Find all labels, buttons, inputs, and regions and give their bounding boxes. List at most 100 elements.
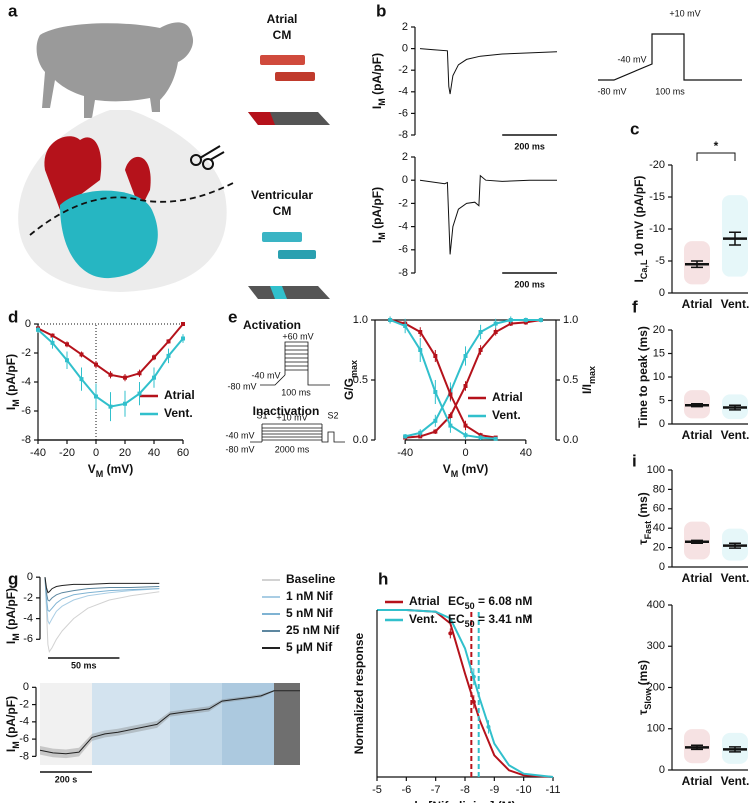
y-tick-label: -2 bbox=[398, 197, 408, 209]
data-point bbox=[166, 353, 171, 358]
data-point bbox=[388, 318, 393, 322]
data-line bbox=[44, 577, 160, 625]
data-point bbox=[123, 375, 127, 380]
axis-title-part: (pA/pF) bbox=[370, 187, 384, 232]
y-tick-label: -4 bbox=[21, 376, 31, 388]
x-tick-label: -8 bbox=[460, 784, 470, 796]
error-bar bbox=[691, 744, 703, 751]
y-tick-label: 0 bbox=[23, 681, 29, 693]
axis-title-part: (ms) bbox=[636, 492, 650, 521]
data-point bbox=[108, 404, 113, 409]
data-point bbox=[152, 375, 156, 380]
protocol-label: +10 mV bbox=[669, 8, 700, 18]
axis-title: I/Imax bbox=[580, 366, 597, 394]
x-tick-label: 20 bbox=[119, 447, 131, 459]
y-tick-label: -8 bbox=[21, 434, 31, 446]
atrium-left bbox=[44, 136, 102, 210]
data-point bbox=[508, 318, 513, 322]
axis-title-part: V bbox=[88, 462, 96, 476]
data-point bbox=[448, 423, 453, 428]
y-tick-label: -15 bbox=[649, 191, 665, 203]
data-point bbox=[448, 631, 453, 636]
pig-heart-illustration bbox=[18, 22, 330, 299]
y-tick-label: 400 bbox=[647, 599, 665, 611]
y-tick-label: 20 bbox=[653, 542, 665, 554]
protocol-label: -40 mV bbox=[225, 430, 254, 440]
panel-label: f bbox=[632, 297, 638, 316]
error-bar bbox=[691, 539, 703, 544]
y-tick-label: 0.5 bbox=[563, 374, 578, 386]
atrial-cells bbox=[275, 72, 315, 81]
x-tick-label: Atrial bbox=[682, 774, 713, 788]
legend-label: 25 nM Nif bbox=[286, 623, 340, 637]
legend-label: 5 µM Nif bbox=[286, 640, 333, 654]
plate-well bbox=[248, 112, 275, 125]
axis-title-part: max bbox=[587, 366, 597, 384]
axis-title-part: Ca,L bbox=[639, 259, 649, 279]
scale-bar-label: 200 s bbox=[55, 774, 78, 784]
axis-title-part: (pA/pF) bbox=[4, 588, 18, 633]
error-bar bbox=[729, 542, 741, 549]
axis-title-part: I bbox=[370, 240, 384, 243]
protocol-label: 100 ms bbox=[281, 387, 311, 397]
y-tick-label: -20 bbox=[649, 159, 665, 171]
y-tick-label: -2 bbox=[23, 592, 33, 604]
data-line bbox=[377, 609, 554, 778]
y-tick-label: -4 bbox=[19, 716, 29, 728]
x-tick-label: 40 bbox=[520, 447, 532, 459]
data-point bbox=[403, 324, 408, 328]
data-point bbox=[79, 352, 84, 357]
atrial-cells bbox=[260, 55, 305, 65]
axis-title-part: I bbox=[4, 407, 18, 410]
data-point bbox=[94, 394, 98, 399]
data-line bbox=[404, 319, 541, 438]
legend-label: Atrial bbox=[409, 594, 440, 608]
y-tick-label: 10 bbox=[653, 371, 665, 383]
plate-well bbox=[270, 286, 287, 299]
data-point bbox=[433, 429, 438, 434]
y-tick-label: -2 bbox=[398, 64, 408, 76]
x-tick-label: Atrial bbox=[682, 571, 713, 585]
data-point bbox=[523, 318, 528, 322]
data-point bbox=[471, 699, 476, 704]
axis-title: G/Gmax bbox=[342, 360, 359, 400]
axis-title-part: (pA/pF) bbox=[370, 53, 384, 98]
error-band bbox=[40, 689, 300, 759]
condition-band bbox=[222, 683, 274, 765]
data-point bbox=[493, 330, 498, 334]
axis-title-part: I bbox=[632, 279, 646, 282]
y-tick-label: 100 bbox=[647, 464, 665, 476]
ventricular-cells bbox=[262, 232, 302, 242]
data-point bbox=[36, 327, 40, 332]
data-line bbox=[39, 690, 300, 755]
condition-band bbox=[274, 683, 300, 765]
y-tick-label: 0.0 bbox=[563, 434, 578, 446]
protocol-label: S2 bbox=[327, 410, 338, 420]
y-tick-label: 1.0 bbox=[353, 314, 368, 326]
condition-band bbox=[40, 683, 92, 765]
y-tick-label: -8 bbox=[19, 750, 29, 762]
data-point bbox=[493, 321, 498, 326]
ec50-label-part: EC bbox=[448, 594, 465, 608]
data-point bbox=[403, 434, 408, 439]
data-point bbox=[433, 418, 438, 423]
cut-line bbox=[29, 181, 236, 236]
axis-title-part: M bbox=[377, 98, 387, 106]
y-tick-label: 100 bbox=[647, 723, 665, 735]
axis-title: VM (mV) bbox=[443, 462, 489, 479]
axis-title-part: (mV) bbox=[458, 462, 488, 476]
data-point bbox=[152, 355, 156, 360]
axis-title-part: max bbox=[349, 360, 359, 378]
axis-title-part: M bbox=[377, 232, 387, 240]
data-point bbox=[471, 674, 476, 679]
x-tick-label: -7 bbox=[431, 784, 441, 796]
voltage-protocol bbox=[598, 33, 742, 81]
axis-title: Time to peak (ms) bbox=[636, 326, 650, 428]
axis-title: Normalized response bbox=[352, 632, 366, 754]
panel-label: g bbox=[8, 569, 18, 588]
y-tick-label: 40 bbox=[653, 522, 665, 534]
y-tick-label: 1.0 bbox=[563, 314, 578, 326]
axis-title-part: Slow bbox=[643, 688, 653, 710]
axis-title: IM (pA/pF) bbox=[4, 696, 21, 752]
protocol-label: +60 mV bbox=[282, 331, 313, 341]
